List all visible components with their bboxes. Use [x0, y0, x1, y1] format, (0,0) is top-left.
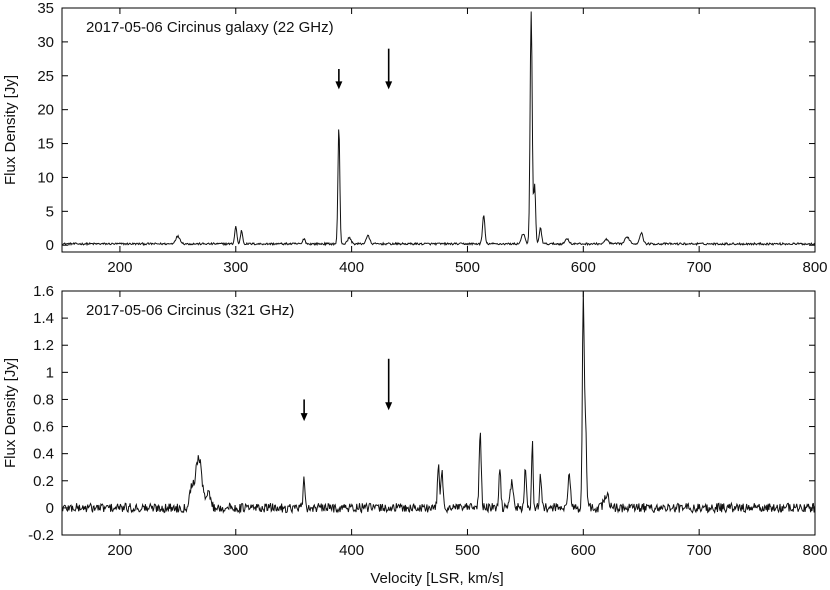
y-tick-label: -0.2 [28, 527, 54, 544]
x-tick-label: 200 [107, 259, 132, 276]
x-tick-label: 600 [571, 259, 596, 276]
y-tick-label: 1.6 [33, 283, 54, 300]
y-axis-label: Flux Density [Jy] [2, 75, 19, 185]
spectrum-line [61, 11, 816, 247]
x-tick-label: 400 [339, 542, 364, 559]
y-tick-label: 0.4 [33, 446, 54, 463]
x-tick-label: 300 [223, 259, 248, 276]
x-axis-label: Velocity [LSR, km/s] [370, 570, 503, 587]
x-tick-label: 600 [571, 542, 596, 559]
y-tick-label: 0 [46, 237, 54, 254]
y-tick-label: 1 [46, 364, 54, 381]
y-tick-label: 0.2 [33, 473, 54, 490]
x-tick-label: 300 [223, 542, 248, 559]
y-tick-label: 20 [37, 102, 54, 119]
y-tick-label: 0.6 [33, 419, 54, 436]
arrow-marker-head [300, 413, 308, 422]
y-tick-label: 5 [46, 203, 54, 220]
y-tick-label: 30 [37, 34, 54, 51]
x-tick-label: 700 [687, 542, 712, 559]
y-tick-label: 0 [46, 500, 54, 517]
x-tick-label: 800 [802, 259, 827, 276]
x-tick-label: 800 [802, 542, 827, 559]
x-tick-label: 400 [339, 259, 364, 276]
spectrum-line [61, 290, 816, 515]
y-tick-label: 25 [37, 68, 54, 85]
y-tick-label: 10 [37, 169, 54, 186]
arrow-marker-head [335, 81, 343, 90]
y-tick-label: 15 [37, 136, 54, 153]
x-tick-label: 500 [455, 542, 480, 559]
panel-321ghz: 200 300 400 500 600 700 800 -0.2 0 0.2 0.4 0.6 0.8 1 1… [2, 283, 828, 559]
x-tick-label: 700 [687, 259, 712, 276]
arrow-marker-head [385, 81, 393, 90]
chart-title: 2017-05-06 Circinus (321 GHz) [86, 302, 294, 319]
y-tick-label: 35 [37, 0, 54, 17]
y-tick-label: 1.4 [33, 310, 54, 327]
x-tick-label: 200 [107, 542, 132, 559]
plot-frame [61, 7, 816, 253]
plot-frame [61, 290, 816, 536]
panel-22ghz: 200 300 400 500 600 700 800 0 5 10 15 20 25 30 35 Flux … [2, 0, 828, 276]
y-axis-label: Flux Density [Jy] [2, 358, 19, 468]
chart-title: 2017-05-06 Circinus galaxy (22 GHz) [86, 19, 334, 36]
x-tick-label: 500 [455, 259, 480, 276]
y-tick-label: 0.8 [33, 391, 54, 408]
y-tick-label: 1.2 [33, 337, 54, 354]
arrow-marker-head [385, 402, 393, 411]
